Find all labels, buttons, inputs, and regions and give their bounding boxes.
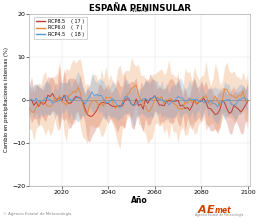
Text: © Agencia Estatal de Meteorología: © Agencia Estatal de Meteorología [3, 212, 71, 216]
X-axis label: Año: Año [131, 196, 148, 205]
Text: met: met [215, 206, 231, 215]
Text: A: A [198, 205, 206, 215]
Text: Agencia Estatal de Meteorología: Agencia Estatal de Meteorología [195, 213, 243, 217]
Title: ESPAÑA PENINSULAR: ESPAÑA PENINSULAR [89, 4, 191, 13]
Y-axis label: Cambio en precipitaciones intensas (%): Cambio en precipitaciones intensas (%) [4, 47, 9, 152]
Text: E: E [207, 205, 214, 215]
Legend: RCP8.5    ( 17 ), RCP6.0    (  7 ), RCP4.5    ( 18 ): RCP8.5 ( 17 ), RCP6.0 ( 7 ), RCP4.5 ( 18… [34, 17, 87, 39]
Text: ANUAL: ANUAL [130, 8, 149, 13]
